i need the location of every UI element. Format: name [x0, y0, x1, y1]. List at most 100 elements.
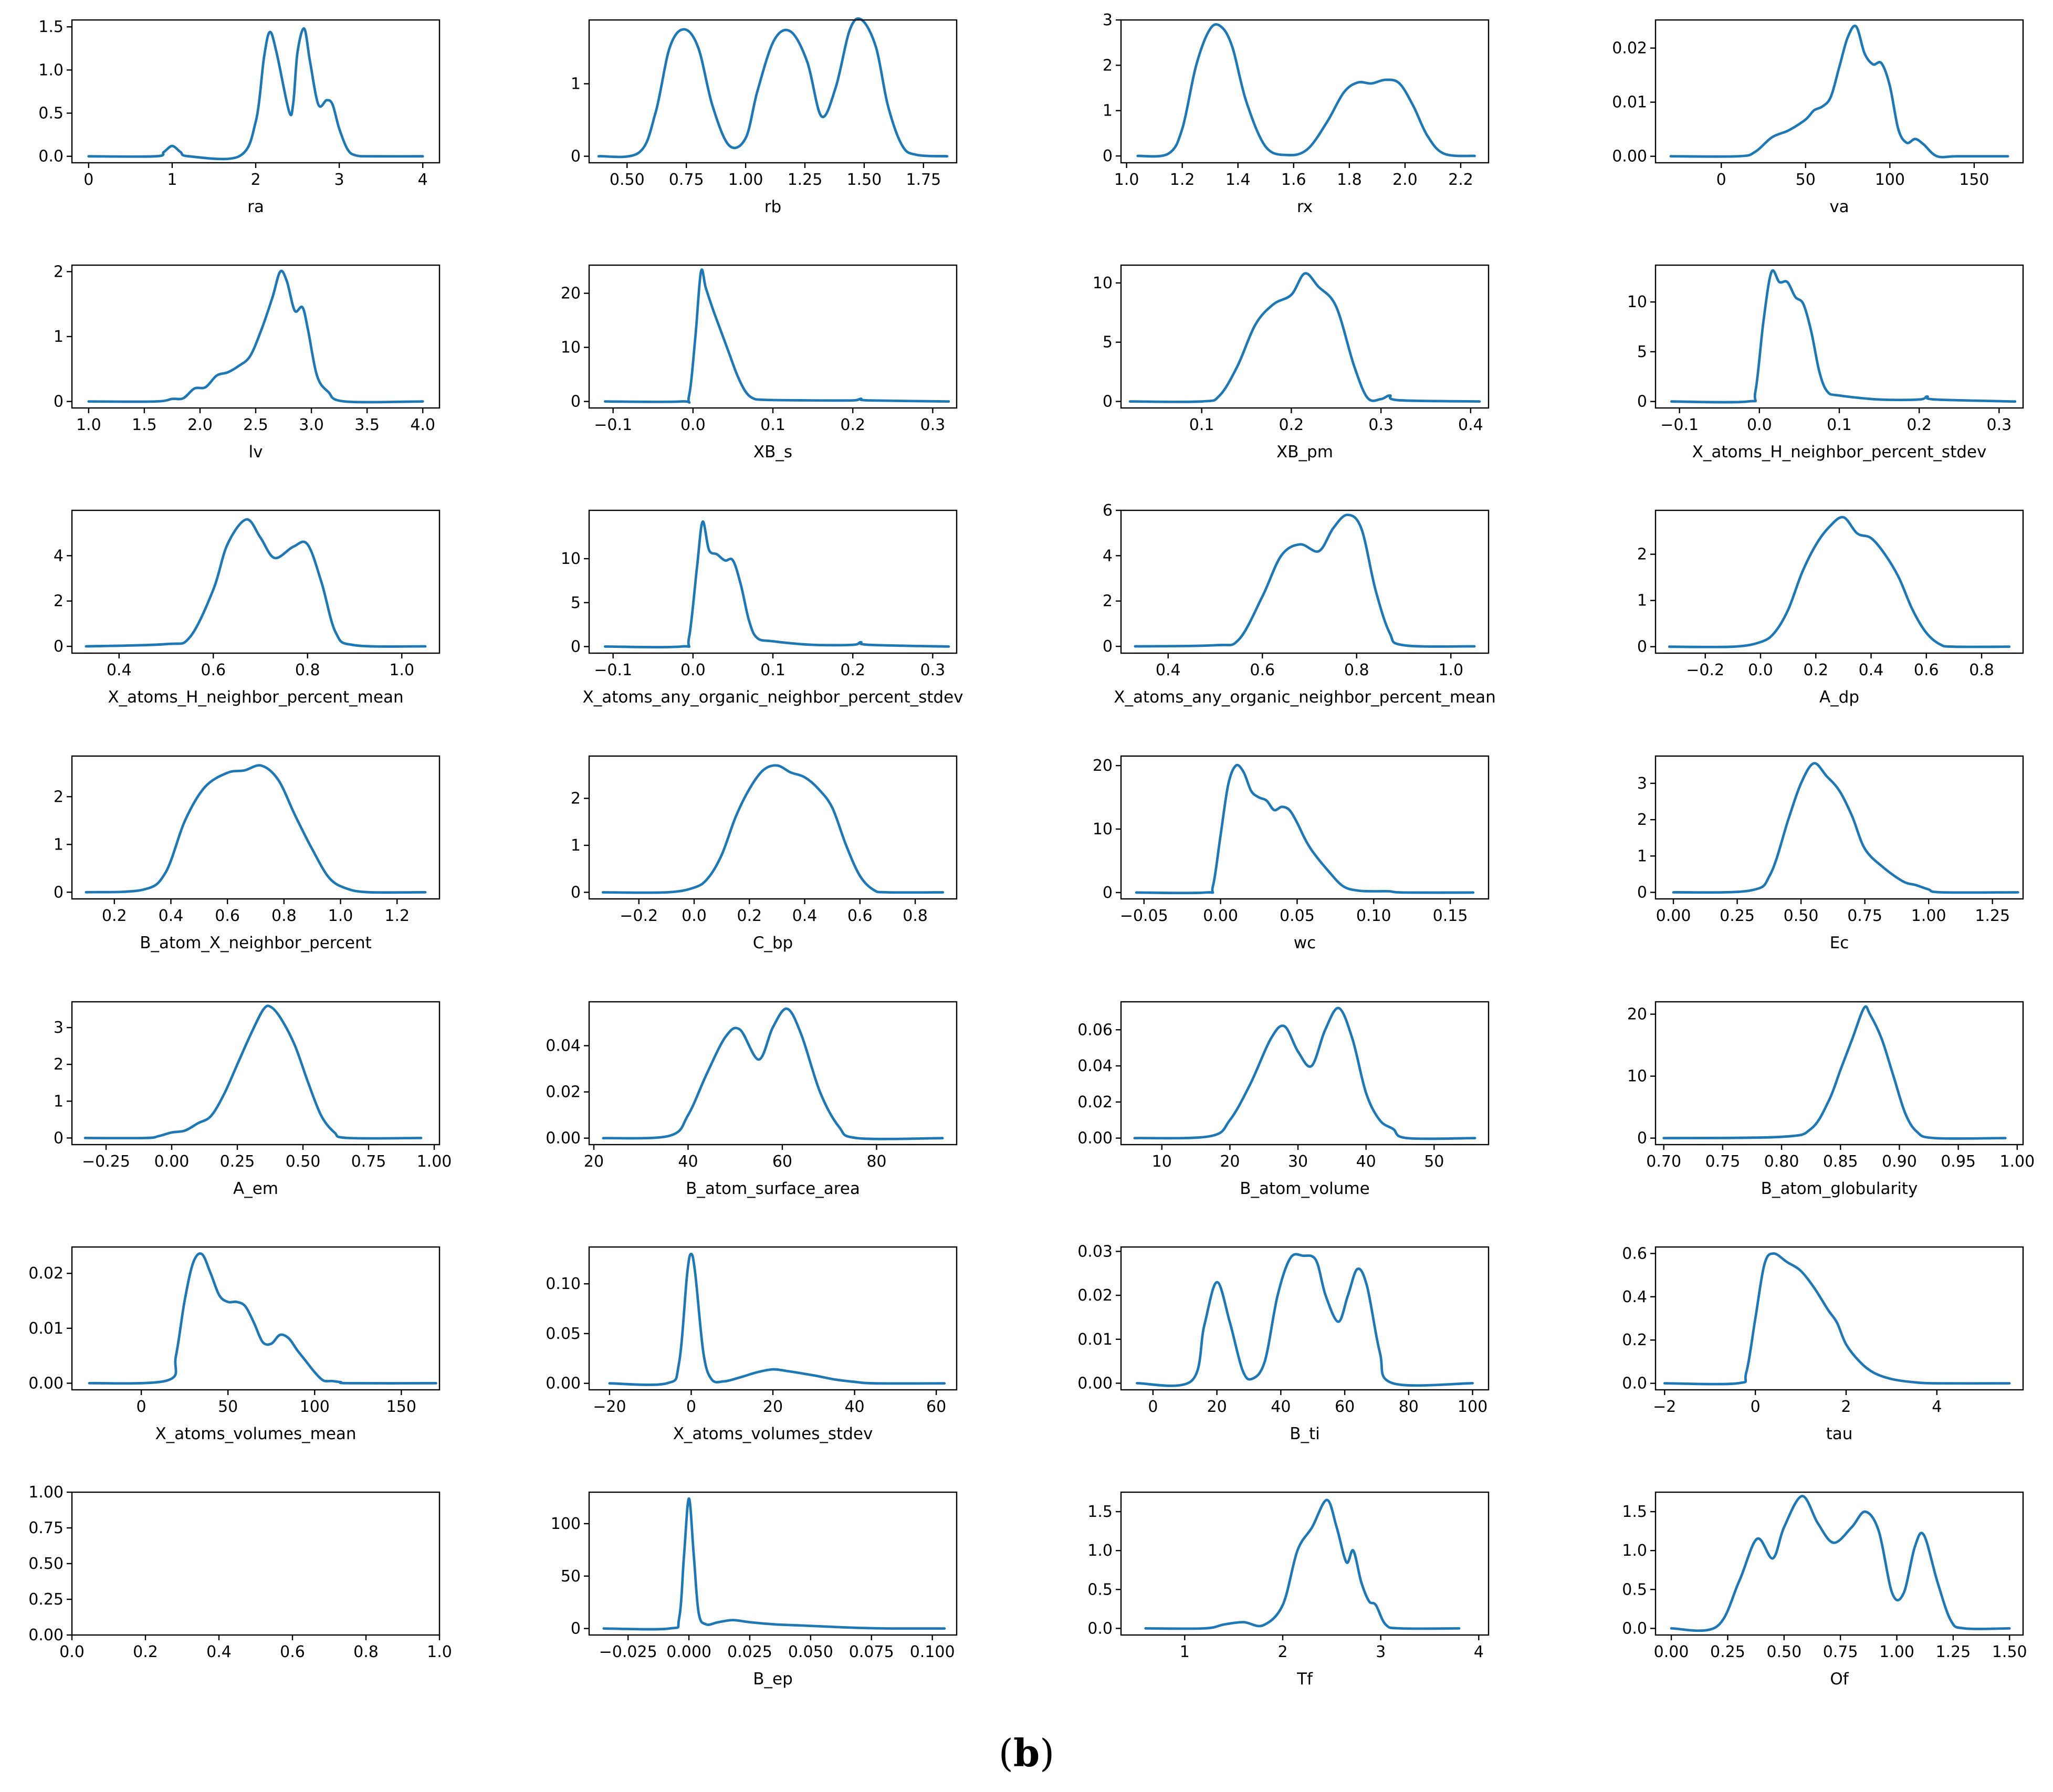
y-tick-label: 3 [54, 1019, 64, 1037]
y-tick-label: 0.02 [28, 1264, 64, 1283]
y-tick-label: 10 [1627, 1067, 1647, 1086]
axes-frame [588, 755, 958, 900]
x-tick-label: 4 [418, 171, 428, 189]
x-tick-label: 1.0 [1114, 171, 1139, 189]
y-tick-label: 50 [561, 1567, 581, 1586]
x-tick-label: −2 [1653, 1398, 1676, 1416]
x-tick-label: 0.50 [286, 1152, 321, 1171]
axes-frame [71, 509, 441, 654]
density-line [87, 27, 424, 161]
axes-frame [1120, 755, 1490, 900]
x-tick-label: 0.0 [59, 1643, 85, 1661]
axes-frame [1120, 19, 1490, 164]
x-tick-label: 0.75 [1823, 1643, 1858, 1661]
x-tick-label: 0.75 [669, 171, 704, 189]
axes-frame [71, 1246, 441, 1391]
x-tick-label: 0.4 [1458, 416, 1483, 434]
axes-frame [588, 1491, 958, 1636]
x-tick-label: 100 [1458, 1398, 1488, 1416]
y-tick-label: 0 [54, 1129, 64, 1147]
x-tick-label: 30 [1288, 1152, 1308, 1171]
x-axis-label: tau [1826, 1424, 1853, 1443]
x-tick-label: 4 [1932, 1398, 1942, 1416]
x-tick-label: 0.00 [154, 1152, 190, 1171]
x-tick-label: 0.75 [1847, 907, 1882, 925]
x-axis-label: X_atoms_any_organic_neighbor_percent_mea… [1114, 688, 1496, 707]
density-line [602, 1007, 944, 1140]
y-tick-label: 100 [551, 1515, 581, 1533]
subplot-tf: 1 2 3 4 0.0 0.5 1.0 1.5 Tf [1087, 1491, 1490, 1689]
x-axis-label: B_ti [1290, 1424, 1320, 1443]
x-tick-label: 1.00 [728, 171, 763, 189]
x-tick-label: 50 [1796, 171, 1816, 189]
subplot-x-atoms-volumes-mean: 0 50 100 150 0.00 0.01 0.02 X_atoms_volumes_mea… [28, 1246, 441, 1443]
x-tick-label: 4 [1474, 1643, 1484, 1661]
x-tick-label: 0.4 [107, 661, 132, 679]
x-tick-label: 3 [1376, 1643, 1386, 1661]
x-tick-label: 0.100 [910, 1643, 955, 1661]
x-tick-label: 0.75 [1705, 1152, 1740, 1171]
y-tick-label: 1.0 [38, 61, 64, 79]
y-tick-label: 1.0 [1087, 1542, 1113, 1560]
axes-frame [588, 264, 958, 409]
x-tick-label: 0.3 [920, 661, 945, 679]
x-tick-label: −20 [593, 1398, 626, 1416]
x-axis-label: A_em [233, 1179, 278, 1198]
x-tick-label: 1.75 [906, 171, 941, 189]
y-tick-label: 20 [561, 285, 581, 303]
x-tick-label: 40 [844, 1398, 864, 1416]
y-tick-label: 10 [1093, 820, 1113, 839]
density-line [1672, 762, 2019, 894]
y-tick-label: 0.6 [1622, 1244, 1647, 1263]
subplot-b-atom-x-neighbor-percent: 0.2 0.4 0.6 0.8 1.0 1.2 0 1 2 B_atom_X_neighbor_p… [54, 755, 441, 952]
y-tick-label: 0.00 [546, 1375, 581, 1393]
y-tick-label: 5 [1103, 333, 1113, 352]
x-axis-label: wc [1294, 934, 1316, 952]
x-tick-label: 0.3 [920, 416, 945, 434]
x-tick-label: 0.3 [1368, 416, 1394, 434]
x-tick-label: 0 [83, 171, 93, 189]
x-tick-label: 1.0 [389, 661, 414, 679]
y-tick-label: 6 [1103, 501, 1113, 520]
y-tick-label: 2 [571, 790, 581, 808]
x-tick-label: 0 [1751, 1398, 1761, 1416]
y-tick-label: 0.02 [1612, 39, 1647, 58]
x-tick-label: 50 [218, 1398, 238, 1416]
y-tick-label: 2 [1637, 546, 1647, 564]
subplot-b-atom-surface-area: 20 40 60 80 0.00 0.02 0.04 B_atom_surface_area [546, 1001, 958, 1198]
x-tick-label: 0.1 [1827, 416, 1852, 434]
axes-frame [1654, 1246, 2024, 1391]
y-tick-label: 10 [1093, 274, 1113, 292]
x-tick-label: 0.8 [1969, 661, 1994, 679]
y-tick-label: 0.0 [38, 148, 64, 166]
x-tick-label: 60 [1335, 1398, 1355, 1416]
x-axis-label: X_atoms_any_organic_neighbor_percent_std… [582, 688, 963, 707]
x-tick-label: 1.25 [788, 171, 823, 189]
x-tick-label: 0.6 [201, 661, 226, 679]
subplot-xb-s: −0.1 0.0 0.1 0.2 0.3 0 10 20 XB_s [561, 264, 958, 462]
y-tick-label: 1 [571, 75, 581, 93]
x-tick-label: 1.2 [1170, 171, 1195, 189]
subplot-va: 0 50 100 150 0.00 0.01 0.02 va [1612, 19, 2024, 216]
axes-frame [588, 19, 958, 164]
x-tick-label: 1 [1180, 1643, 1190, 1661]
x-tick-label: 80 [866, 1152, 886, 1171]
x-tick-label: 0.10 [1356, 907, 1391, 925]
y-tick-label: 0.75 [28, 1519, 64, 1537]
x-axis-label: B_atom_X_neighbor_percent [140, 934, 372, 952]
x-tick-label: 80 [1399, 1398, 1419, 1416]
axes-frame [1654, 1491, 2024, 1636]
y-tick-label: 0.05 [546, 1325, 581, 1343]
y-tick-label: 10 [561, 550, 581, 568]
density-line [604, 520, 950, 649]
axes-frame [1654, 755, 2024, 900]
y-tick-label: 0 [54, 637, 64, 656]
y-tick-label: 0 [571, 393, 581, 411]
x-tick-label: 100 [1875, 171, 1905, 189]
y-tick-label: 0.01 [1077, 1330, 1113, 1349]
x-tick-label: −0.25 [82, 1152, 130, 1171]
axes-frame [1654, 509, 2024, 654]
y-tick-label: 2 [54, 592, 64, 611]
y-tick-label: 3 [1103, 11, 1113, 29]
x-tick-label: 0.50 [1766, 1643, 1801, 1661]
